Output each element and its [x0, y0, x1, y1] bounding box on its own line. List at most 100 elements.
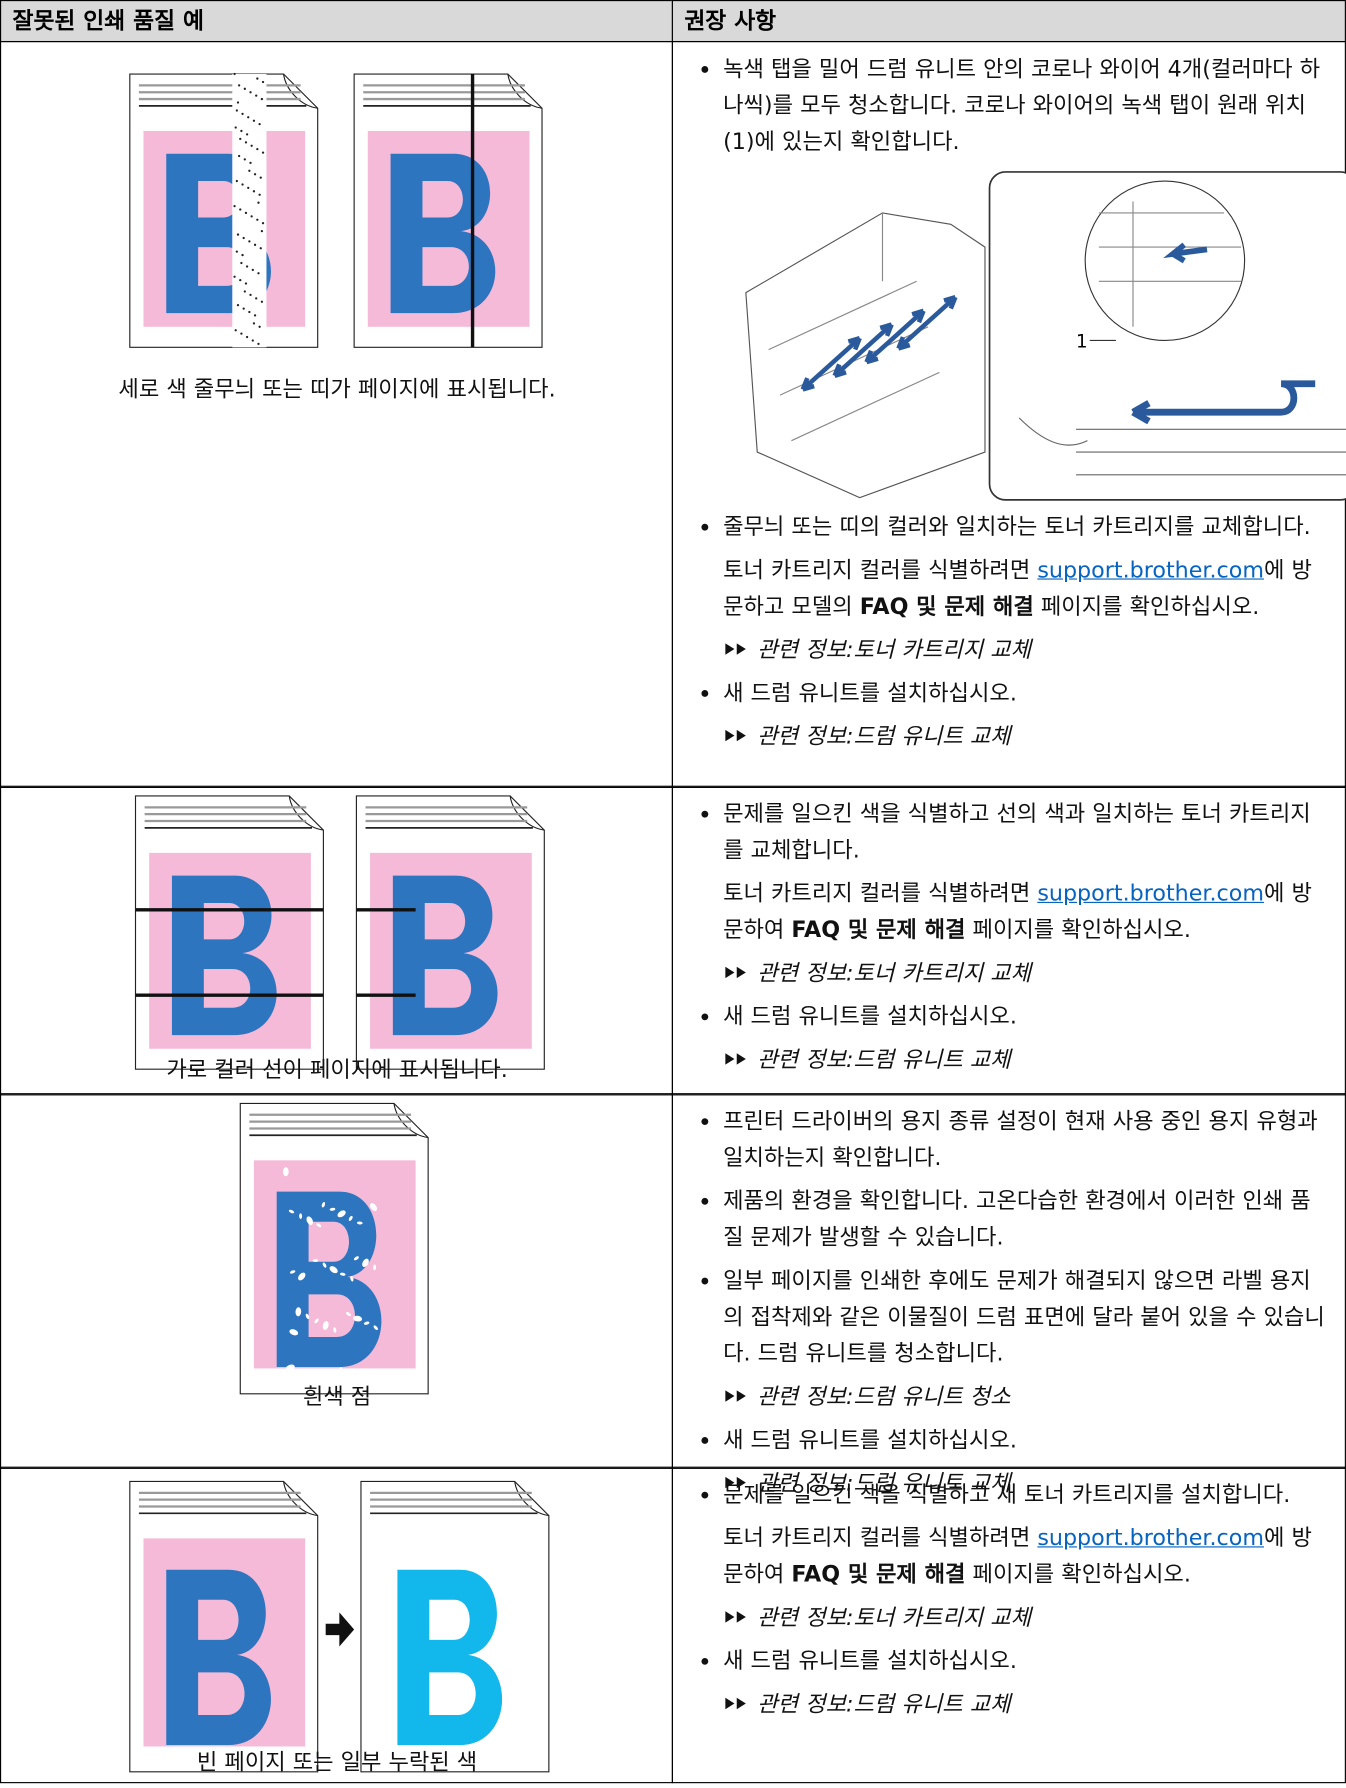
text: 새 드럼 유니트를 설치하십시오.: [723, 679, 1017, 706]
advice-cell: 문제를 일으킨 색을 식별하고 새 토너 카트리지를 설치합니다. 토너 카트리지…: [671, 1466, 1346, 1784]
spot: [312, 1259, 319, 1263]
advice-list: 문제를 일으킨 색을 식별하고 새 토너 카트리지를 설치합니다. 토너 카트리지…: [673, 1468, 1345, 1723]
link[interactable]: support.brother.com: [1037, 556, 1264, 584]
examples: 빈 페이지 또는 일부 누락된 색: [129, 1480, 550, 1776]
spot: [285, 1364, 295, 1371]
spot: [298, 1272, 306, 1281]
spot: [353, 1256, 359, 1261]
text: 페이지를 확인하십시오.: [965, 1561, 1191, 1588]
dot: [259, 176, 262, 179]
spot: [362, 1258, 369, 1268]
dot: [245, 335, 249, 339]
page-illustration: [129, 72, 319, 348]
spot: [297, 1369, 302, 1375]
page-illustration: [355, 795, 545, 1070]
dot: [245, 265, 249, 268]
spot: [346, 1369, 353, 1379]
caption: 흰색 점: [303, 1384, 371, 1410]
dot: [233, 72, 236, 76]
dot: [235, 109, 238, 112]
dot: [242, 236, 245, 240]
dot: [240, 261, 243, 265]
link[interactable]: support.brother.com: [1037, 880, 1264, 907]
paragraph: 관련 정보:토너 카트리지 교체: [723, 955, 1329, 991]
advice-item: 새 드럼 유니트를 설치하십시오. 관련 정보:드럼 유니트 교체: [723, 1643, 1329, 1723]
spot: [373, 1325, 378, 1331]
spot: [282, 1167, 289, 1177]
text: 관련 정보:드럼 유니트 교체: [757, 723, 1011, 750]
caption: 빈 페이지 또는 일부 누락된 색: [197, 1750, 477, 1776]
dot: [237, 84, 241, 87]
dot: [253, 314, 257, 317]
letter-b: [390, 153, 496, 314]
dot: [235, 250, 238, 253]
spot: [350, 1275, 354, 1282]
page-fold: [514, 1481, 549, 1517]
text: 페이지를 확인하십시오.: [965, 916, 1191, 943]
dot: [250, 215, 253, 218]
advice-item: 문제를 일으킨 색을 식별하고 새 토너 카트리지를 설치합니다. 토너 카트리지…: [723, 1477, 1329, 1636]
dot: [256, 77, 259, 80]
advice-cell: 문제를 일으킨 색을 식별하고 선의 색과 일치하는 토너 카트리지를 교체합니…: [671, 785, 1346, 1096]
letter-b: [276, 1191, 382, 1368]
related-icon: [725, 966, 746, 979]
page-fold: [507, 73, 543, 109]
dot: [240, 332, 243, 335]
spot: [321, 1202, 326, 1208]
dot: [257, 201, 260, 204]
dot: [239, 278, 242, 282]
paragraph: 관련 정보:드럼 유니트 교체: [723, 1686, 1329, 1722]
page-fold: [282, 1481, 318, 1517]
paragraph: 새 드럼 유니트를 설치하십시오.: [723, 1422, 1329, 1458]
spot: [289, 1329, 299, 1336]
caption: 가로 컬러 선이 페이지에 표시됩니다.: [166, 1057, 507, 1083]
header-cell: 권장 사항: [671, 0, 1346, 43]
dot: [257, 272, 260, 275]
advice-list: 문제를 일으킨 색을 식별하고 선의 색과 일치하는 토너 카트리지를 교체합니…: [673, 787, 1345, 1079]
spot: [353, 1315, 363, 1322]
paragraph: 제품의 환경을 확인합니다. 고온다습한 환경에서 이러한 인쇄 품질 문제가 …: [723, 1183, 1329, 1256]
related-icon: [725, 1697, 746, 1710]
page-fold: [288, 795, 324, 831]
spot: [289, 1270, 296, 1274]
spot: [299, 1213, 303, 1219]
dot: [256, 148, 259, 151]
dot: [234, 329, 237, 332]
dot: [261, 222, 265, 225]
spot: [305, 1374, 312, 1379]
dot: [234, 126, 237, 129]
dot: [259, 247, 262, 250]
dot: [261, 80, 265, 84]
paragraph: 관련 정보:드럼 유니트 교체: [723, 719, 1329, 755]
paragraph: 프린터 드라이버의 용지 종류 설정이 현재 사용 중인 용지 유형과 일치하는…: [723, 1103, 1329, 1176]
text: 토너 카트리지 컬러를 식별하려면: [723, 1524, 1038, 1551]
page-fold: [393, 1103, 429, 1139]
dot: [260, 300, 264, 303]
text: 관련 정보:드럼 유니트 교체: [757, 1470, 1011, 1497]
dot: [260, 97, 264, 101]
dot: [244, 141, 248, 144]
dot: [255, 94, 258, 97]
spot: [348, 1215, 353, 1221]
spot: [369, 1203, 378, 1211]
paragraph: 토너 카트리지 컬러를 식별하려면 support.brother.com에 방…: [723, 876, 1329, 949]
chevrons: [725, 1611, 746, 1623]
related-icon: [725, 729, 746, 742]
dot: [236, 304, 240, 307]
spot: [338, 1367, 343, 1373]
text: 관련 정보:드럼 유니트 교체: [757, 1690, 1011, 1718]
text: 문제를 일으킨 색을 식별하고 선의 색과 일치하는 토너 카트리지를 교체합니…: [723, 800, 1311, 864]
link[interactable]: support.brother.com: [1037, 1524, 1264, 1551]
spot: [306, 1216, 313, 1225]
text: 일부 페이지를 인쇄한 후에도 문제가 해결되지 않으면 라벨 용지의 접착제와…: [723, 1267, 1325, 1367]
advice-item: 문제를 일으킨 색을 식별하고 선의 색과 일치하는 토너 카트리지를 교체합니…: [723, 796, 1329, 992]
paragraph: 관련 정보:토너 카트리지 교체: [723, 632, 1329, 668]
text: 에 방문하고 모델의: [723, 556, 1312, 620]
dot: [251, 268, 254, 272]
paragraph: 토너 카트리지 컬러를 식별하려면 support.brother.com에 방…: [723, 1520, 1329, 1593]
caption: 세로 색 줄무늬 또는 띠가 페이지에 표시됩니다.: [118, 376, 555, 402]
spot: [329, 1266, 338, 1274]
paragraph: 관련 정보:드럼 유니트 청소: [723, 1379, 1329, 1415]
page-illustration: [239, 1102, 429, 1395]
